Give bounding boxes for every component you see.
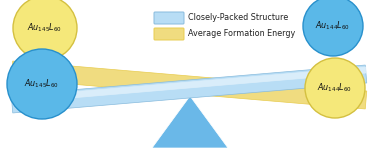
FancyBboxPatch shape xyxy=(154,28,184,40)
Polygon shape xyxy=(152,96,228,148)
Polygon shape xyxy=(12,67,366,103)
Ellipse shape xyxy=(305,58,365,118)
Text: Closely-Packed Structure: Closely-Packed Structure xyxy=(188,13,288,22)
Ellipse shape xyxy=(303,0,363,56)
Text: $Au_{145}L_{60}$: $Au_{145}L_{60}$ xyxy=(28,22,62,34)
Ellipse shape xyxy=(7,49,77,119)
Text: $Au_{144}L_{60}$: $Au_{144}L_{60}$ xyxy=(316,20,350,32)
Polygon shape xyxy=(11,61,367,109)
Ellipse shape xyxy=(13,0,77,60)
Text: $Au_{145}L_{60}$: $Au_{145}L_{60}$ xyxy=(25,78,60,90)
Text: $Au_{144}L_{60}$: $Au_{144}L_{60}$ xyxy=(318,82,353,94)
Polygon shape xyxy=(11,65,367,113)
Text: Average Formation Energy: Average Formation Energy xyxy=(188,29,295,38)
FancyBboxPatch shape xyxy=(154,12,184,24)
